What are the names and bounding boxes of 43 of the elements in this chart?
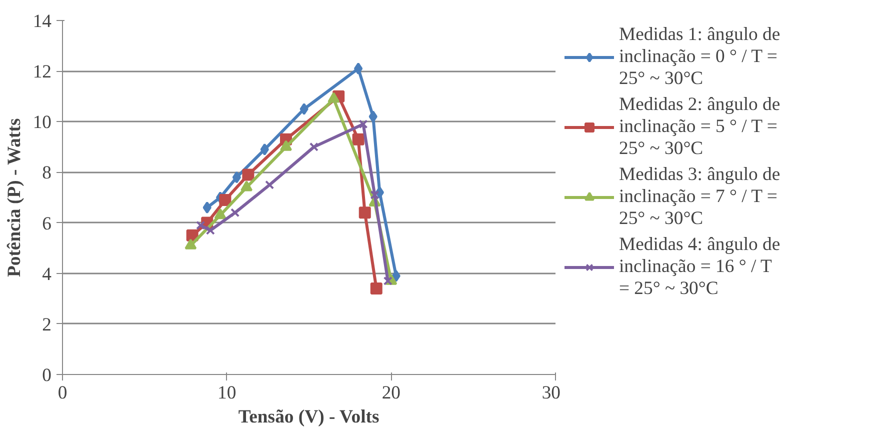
point	[300, 103, 308, 115]
legend-label: Medidas 3: ângulo de inclinação = 7 ° / T = 25° ~ 30°C	[619, 164, 780, 230]
y-tick-label: 8	[42, 162, 52, 184]
point	[242, 168, 254, 181]
point	[230, 208, 240, 218]
point	[383, 276, 392, 286]
point	[219, 194, 232, 206]
x-tick-label: 10	[218, 382, 236, 404]
point	[214, 208, 226, 220]
point	[370, 282, 382, 295]
point	[309, 142, 318, 152]
point	[358, 206, 371, 219]
point	[265, 180, 274, 190]
point	[352, 133, 364, 146]
point	[358, 120, 368, 129]
y-tick-label: 14	[32, 11, 52, 32]
point	[354, 62, 363, 75]
x-tick-label: 20	[382, 382, 400, 404]
y-tick-label: 4	[42, 264, 52, 285]
legend-label: Medidas 2: ângulo de inclinação = 5 ° / T = 25° ~ 30°C	[619, 94, 780, 160]
x-tick-label: 0	[58, 382, 68, 404]
x-tick-label: 30	[542, 382, 560, 404]
point	[184, 238, 197, 250]
point	[206, 226, 215, 235]
y-tick-label: 0	[42, 365, 52, 386]
y-tick-label: 12	[32, 62, 52, 83]
legend-label: Medidas 4: ângulo de inclinação = 16 ° / T = 25° ~ 30°C	[619, 234, 780, 300]
x-axis-title: Tensão (V) - Volts	[238, 406, 380, 428]
point	[240, 180, 253, 192]
point	[280, 140, 292, 151]
point	[260, 143, 269, 156]
y-tick-label: 10	[32, 112, 52, 134]
point	[328, 92, 340, 103]
y-tick-label: 6	[42, 213, 52, 234]
point	[368, 110, 378, 123]
point	[232, 171, 242, 184]
point	[392, 270, 400, 282]
point	[370, 190, 380, 200]
point	[196, 220, 206, 230]
legend-label: Medidas 1: ângulo de inclinação = 0 ° / T = 25° ~ 30°C	[619, 24, 780, 90]
y-tick-label: 2	[42, 314, 52, 336]
y-axis-title: Potência (P) - Watts	[4, 118, 25, 278]
point	[202, 202, 212, 214]
